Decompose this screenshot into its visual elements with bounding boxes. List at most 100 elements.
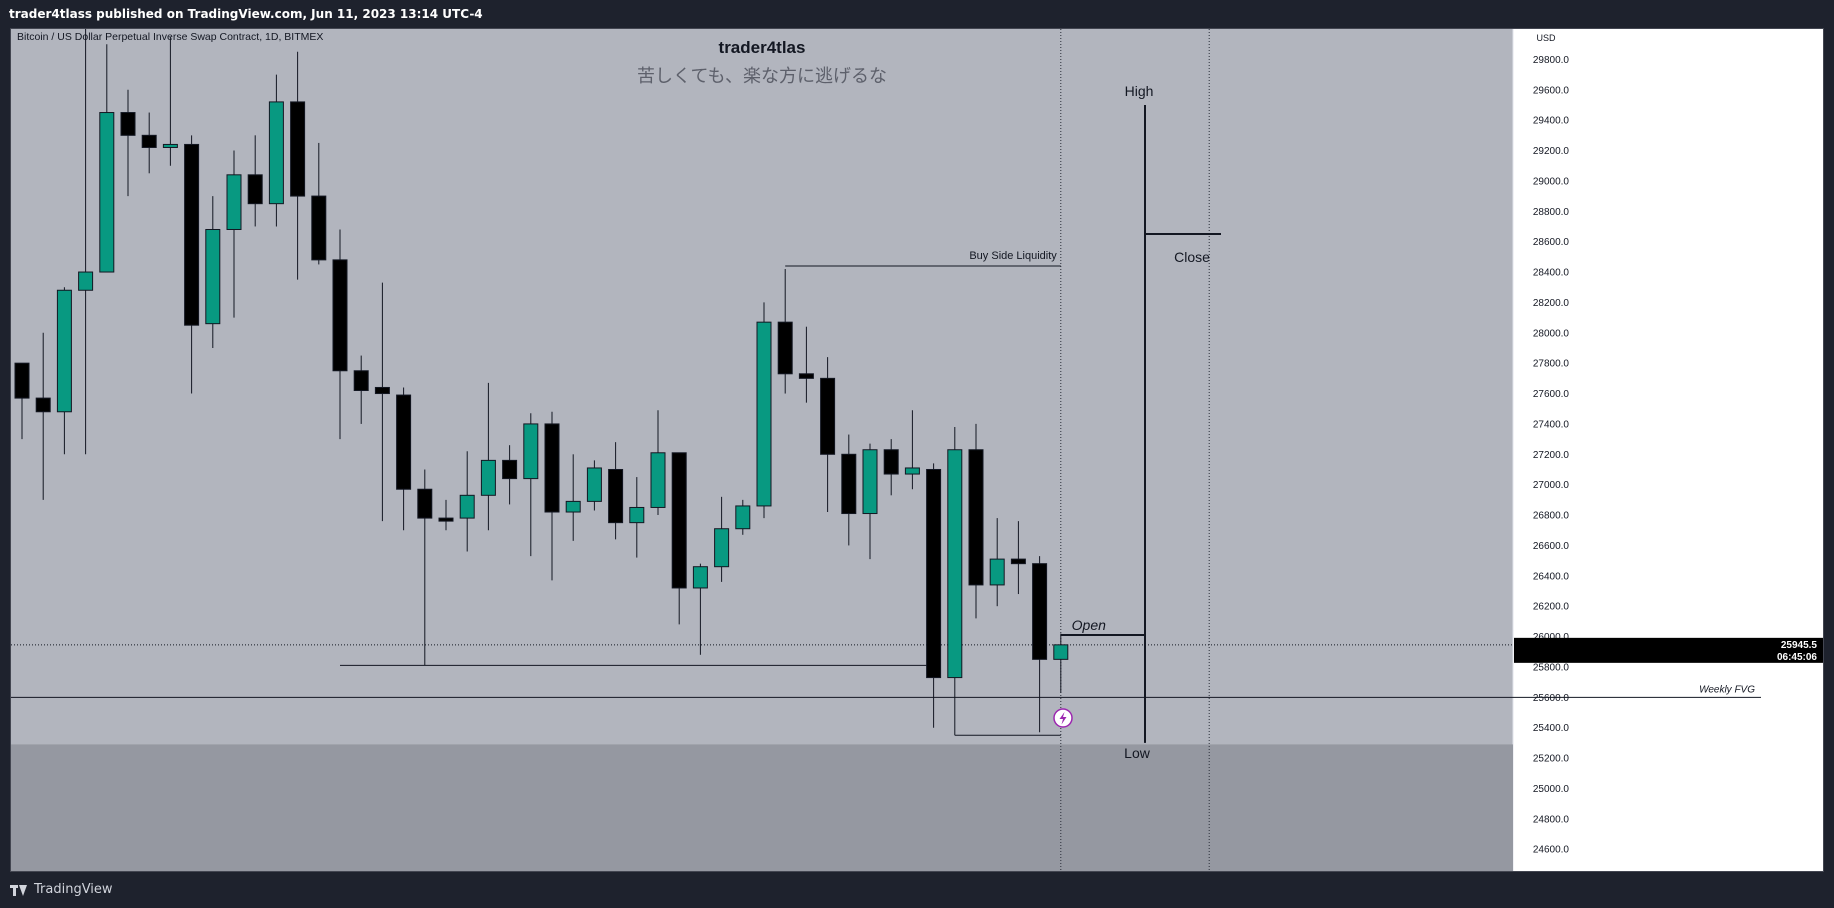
candle-body (205, 228, 221, 325)
candle-body (883, 449, 899, 475)
candle-body (184, 143, 200, 326)
candle-body (671, 452, 687, 589)
candle-body (692, 566, 708, 589)
last-price-label: 25945.5 (1781, 640, 1818, 651)
price-tick-label: 25800.0 (1533, 662, 1570, 673)
candle-body (989, 558, 1005, 586)
discount-zone (11, 744, 1513, 871)
candle-body (290, 101, 306, 197)
candle-body (396, 394, 412, 490)
candle-body (268, 101, 284, 205)
price-tick-label: 26800.0 (1533, 511, 1570, 522)
candle-body (544, 423, 560, 513)
candle-body (608, 468, 624, 524)
candle-body (1032, 563, 1048, 660)
price-tick-label: 28600.0 (1533, 237, 1570, 248)
price-tick-label: 29600.0 (1533, 85, 1570, 96)
candle-body (1053, 644, 1069, 660)
price-tick-label: 27800.0 (1533, 359, 1570, 370)
weekly-low-label: Low (1124, 745, 1151, 761)
candle-body (141, 134, 157, 148)
price-tick-label: 29200.0 (1533, 146, 1570, 157)
candle-body (480, 459, 496, 496)
candle-body (56, 289, 72, 413)
price-tick-label: 28200.0 (1533, 298, 1570, 309)
price-axis-background (1513, 29, 1823, 871)
candle-body (714, 528, 730, 568)
candle-body (247, 174, 263, 205)
price-tick-label: 27400.0 (1533, 419, 1570, 430)
price-tick-label: 25600.0 (1533, 693, 1570, 704)
price-tick-label: 24600.0 (1533, 845, 1570, 856)
tradingview-brand[interactable]: TradingView (10, 882, 113, 897)
candle-body (353, 370, 369, 392)
price-tick-label: 26400.0 (1533, 571, 1570, 582)
footer-bar: TradingView (0, 872, 1834, 908)
price-tick-label: 25000.0 (1533, 784, 1570, 795)
weekly-high-label: High (1125, 83, 1154, 99)
candle-body (777, 321, 793, 375)
lightning-icon-glyph (1059, 712, 1067, 725)
price-tick-label: 27600.0 (1533, 389, 1570, 400)
candle-body (820, 377, 836, 455)
price-tick-label: 27000.0 (1533, 480, 1570, 491)
candle-body (226, 174, 242, 230)
price-tick-label: 26000.0 (1533, 632, 1570, 643)
buy-side-liquidity-label: Buy Side Liquidity (969, 250, 1057, 262)
candle-body (862, 449, 878, 515)
candle-body (99, 112, 115, 273)
chart-frame[interactable]: 24600.0 24800.0 25000.0 25200.0 25400.0 25600… (10, 28, 1824, 872)
price-tick-label: 29000.0 (1533, 176, 1570, 187)
tradingview-logo-icon (10, 884, 28, 896)
candle-body (120, 112, 136, 136)
weekly-fvg-label: Weekly FVG (1699, 684, 1755, 695)
countdown-label: 06:45:06 (1777, 652, 1817, 663)
top-bar: trader4tlass published on TradingView.co… (0, 0, 1834, 28)
price-tick-label: 29400.0 (1533, 116, 1570, 127)
candle-body (904, 467, 920, 475)
candle-body (926, 468, 942, 679)
candle-body (438, 517, 454, 522)
weekly-open-label: Open (1072, 617, 1106, 633)
subtitle-watermark: 苦しくても、楽な方に逃げるな (637, 66, 887, 87)
candlestick-chart[interactable]: 24600.0 24800.0 25000.0 25200.0 25400.0 25600… (11, 29, 1823, 871)
weekly-close-label: Close (1174, 249, 1210, 265)
candle-body (586, 467, 602, 502)
candle-body (374, 386, 390, 395)
currency-label: USD (1536, 33, 1556, 43)
candle-body (1010, 558, 1026, 565)
candle-body (332, 259, 348, 372)
author-watermark: trader4tlas (719, 38, 806, 57)
candle-body (459, 494, 475, 519)
published-text: trader4tlass published on TradingView.co… (9, 7, 483, 21)
price-tick-label: 28800.0 (1533, 207, 1570, 218)
candle-body (35, 397, 51, 413)
price-tick-label: 26600.0 (1533, 541, 1570, 552)
price-tick-label: 29800.0 (1533, 55, 1570, 66)
brand-label: TradingView (34, 882, 113, 897)
candle-body (650, 452, 666, 508)
candle-body (968, 449, 984, 586)
candle-body (756, 321, 772, 507)
symbol-title: Bitcoin / US Dollar Perpetual Inverse Sw… (17, 31, 323, 43)
candle-body (417, 488, 433, 519)
candle-body (502, 459, 518, 480)
candle-body (629, 506, 645, 524)
price-tick-label: 24800.0 (1533, 814, 1570, 825)
price-tick-label: 25400.0 (1533, 723, 1570, 734)
candle-body (523, 423, 539, 480)
candle-body (947, 449, 963, 679)
candle-body (311, 195, 327, 261)
candle-body (162, 143, 178, 148)
candle-body (565, 500, 581, 513)
candle-body (78, 271, 94, 291)
price-tick-label: 25200.0 (1533, 754, 1570, 765)
candle-body (735, 505, 751, 530)
price-tick-label: 26200.0 (1533, 602, 1570, 613)
candle-body (798, 373, 814, 379)
price-tick-label: 28000.0 (1533, 328, 1570, 339)
price-tick-label: 28400.0 (1533, 268, 1570, 279)
candle-body (841, 453, 857, 515)
last-price-badge (1514, 637, 1823, 663)
price-tick-label: 27200.0 (1533, 450, 1570, 461)
